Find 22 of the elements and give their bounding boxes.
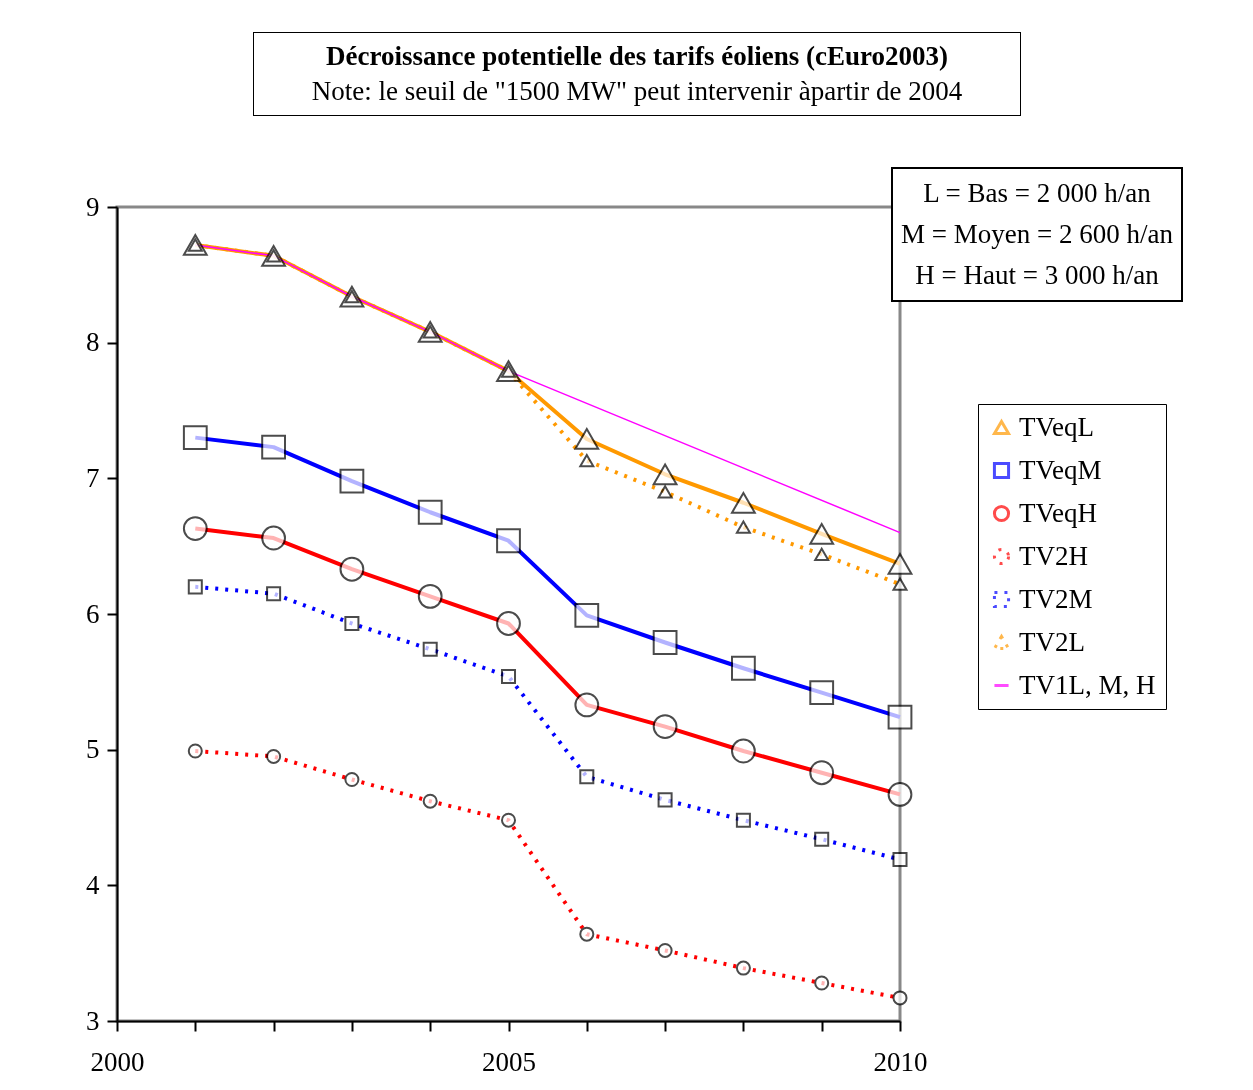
y-tick-label: 3 bbox=[86, 1005, 100, 1036]
text: M = Moyen = 2 600 h/an bbox=[901, 218, 1173, 251]
y-tick-label: 5 bbox=[86, 734, 100, 765]
x-tick-label: 2000 bbox=[90, 1046, 145, 1077]
legend-label: TV2M bbox=[1019, 583, 1093, 614]
legend-label: TV1L, M, H bbox=[1019, 669, 1156, 700]
x-tick-label: 2005 bbox=[482, 1046, 536, 1077]
legend-label: TVeqL bbox=[1019, 411, 1094, 442]
text: L = Bas = 2 000 h/an bbox=[922, 177, 1152, 210]
legend-label: TV2L bbox=[1019, 626, 1085, 657]
y-tick-label: 6 bbox=[86, 598, 100, 629]
legend-label: TVeqM bbox=[1019, 454, 1102, 485]
text: H = Haut = 3 000 h/an bbox=[914, 259, 1160, 292]
y-tick-label: 8 bbox=[86, 327, 100, 358]
y-tick-label: 4 bbox=[86, 869, 100, 900]
legend-label: TV2H bbox=[1019, 540, 1088, 571]
legend-label: TVeqH bbox=[1019, 497, 1097, 528]
y-tick-label: 9 bbox=[86, 191, 100, 222]
x-tick-label: 2010 bbox=[873, 1046, 928, 1077]
chart-subtitle: Note: le seuil de "1500 MW" peut intervenir àpartir de 2004 bbox=[310, 76, 964, 107]
chart-title: Décroissance potentielle des tarifs éoliens (cEuro2003) bbox=[324, 41, 950, 72]
y-tick-label: 7 bbox=[86, 462, 100, 493]
